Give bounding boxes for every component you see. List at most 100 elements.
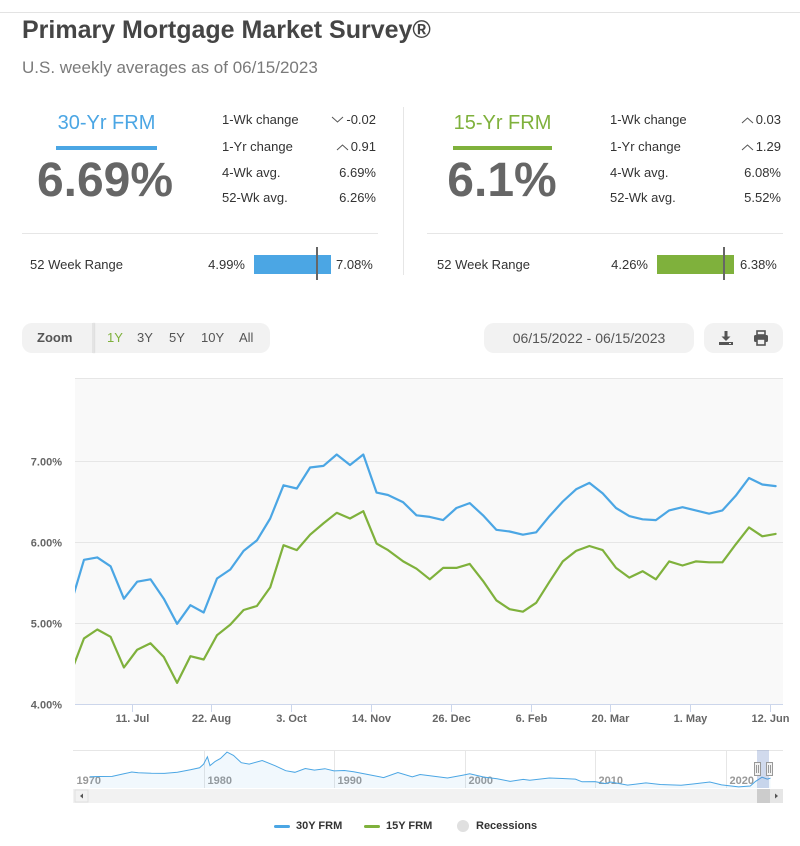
stat-label: 52-Wk avg.: [222, 190, 288, 205]
x-axis-label: 22. Aug: [192, 713, 231, 725]
series-layer: [71, 453, 777, 685]
x-axis-label: 3. Oct: [276, 713, 307, 725]
export-group: [704, 323, 783, 353]
rate-name: 15-Yr FRM: [453, 112, 552, 134]
print-button[interactable]: [750, 327, 772, 349]
stat-label: 4-Wk avg.: [610, 165, 669, 180]
stat-value: 0.03: [701, 112, 781, 128]
stat-label: 1-Wk change: [222, 112, 299, 127]
navigator-year-label: 1990: [338, 775, 362, 787]
legend-line-icon: [364, 824, 380, 828]
zoom-5y-button[interactable]: 5Y: [169, 330, 185, 345]
navigator-background: [73, 750, 783, 788]
chevron-up-icon: [336, 144, 349, 151]
range-label: 52 Week Range: [437, 257, 530, 272]
stat-label: 1-Yr change: [222, 139, 293, 154]
panel-divider: [403, 107, 404, 275]
x-axis-label: 12. Jun: [752, 713, 790, 725]
stat-label: 1-Wk change: [610, 112, 687, 127]
y-axis-label: 5.00%: [31, 619, 62, 631]
navigator-year-label: 2010: [599, 775, 623, 787]
chevron-up-icon: [741, 144, 754, 151]
stat-label: 4-Wk avg.: [222, 165, 281, 180]
scrollbar-thumb[interactable]: [757, 789, 770, 803]
navigator-selection[interactable]: [757, 750, 769, 788]
scrollbar-track[interactable]: [73, 789, 783, 803]
range-high: 7.08%: [336, 257, 373, 272]
stat-value: 6.26%: [339, 190, 376, 205]
mortgage-rate-chart[interactable]: 4.00% 5.00% 6.00% 7.00% 11. Jul 22. Aug 3. Oc…: [0, 370, 800, 815]
current-rate: 6.1%: [447, 154, 557, 207]
zoom-label: Zoom: [37, 330, 73, 345]
stat-value: 5.52%: [744, 190, 781, 205]
zoom-separator: [92, 323, 94, 353]
legend-label: 30Y FRM: [296, 820, 343, 832]
x-axis-label: 11. Jul: [116, 713, 150, 725]
navigator-handle-left[interactable]: [754, 762, 761, 776]
chevron-up-icon: [741, 117, 754, 124]
zoom-10y-button[interactable]: 10Y: [201, 330, 225, 345]
grid-layer: 4.00% 5.00% 6.00% 7.00%: [31, 457, 783, 712]
navigator-year-label: 1970: [77, 775, 101, 787]
legend-item-15y[interactable]: 15Y FRM: [364, 819, 432, 833]
zoom-1y-button[interactable]: 1Y: [107, 330, 123, 345]
divider: [22, 233, 378, 234]
zoom-group: Zoom 1Y 3Y 5Y 10Y All: [22, 323, 270, 353]
scrollbar[interactable]: [73, 789, 783, 803]
stat-label: 1-Yr change: [610, 139, 681, 154]
current-rate-marker: [722, 247, 725, 280]
top-divider: [0, 12, 800, 13]
y-axis-label: 4.00%: [31, 700, 62, 712]
download-icon: [719, 331, 733, 345]
range-label: 52 Week Range: [30, 257, 123, 272]
divider: [427, 233, 783, 234]
rate-name: 30-Yr FRM: [57, 112, 156, 134]
navigator-line: [89, 751, 771, 788]
range-bar: [657, 247, 734, 280]
legend-line-icon: [274, 824, 290, 828]
rate-color-bar: [56, 146, 157, 150]
navigator[interactable]: 1970 1980 1990 2000 2010 2020: [73, 750, 783, 788]
stat-value: 6.08%: [744, 165, 781, 180]
current-rate: 6.69%: [36, 154, 174, 207]
date-range-text: 06/15/2022 - 06/15/2023: [512, 330, 666, 346]
zoom-all-button[interactable]: All: [239, 330, 254, 345]
navigator-handle-right[interactable]: [766, 762, 773, 776]
series-line-15y-frm[interactable]: [71, 510, 777, 685]
print-icon: [754, 330, 768, 346]
x-axis-label: 6. Feb: [516, 713, 548, 725]
legend-item-30y[interactable]: 30Y FRM: [274, 819, 342, 833]
stat-value: -0.02: [296, 112, 376, 128]
download-button[interactable]: [715, 327, 737, 349]
x-axis: 11. Jul 22. Aug 3. Oct 14. Nov 26. Dec 6. Feb…: [75, 704, 790, 725]
range-low: 4.26%: [611, 257, 648, 272]
date-range-picker[interactable]: 06/15/2022 - 06/15/2023: [484, 323, 694, 353]
page-title: Primary Mortgage Market Survey®: [22, 16, 431, 44]
stat-label: 52-Wk avg.: [610, 190, 676, 205]
x-axis-label: 20. Mar: [592, 713, 631, 725]
zoom-3y-button[interactable]: 3Y: [137, 330, 153, 345]
scroll-left-button[interactable]: [74, 789, 89, 803]
series-line-30y-frm[interactable]: [71, 453, 777, 625]
rate-color-bar: [453, 146, 552, 150]
legend-dot-icon: [457, 820, 469, 832]
legend-label: Recessions: [476, 820, 538, 832]
navigator-year-label: 1980: [208, 775, 232, 787]
chevron-down-icon: [332, 116, 344, 123]
page-subtitle: U.S. weekly averages as of 06/15/2023: [22, 58, 318, 77]
arrow-left-icon: [80, 793, 83, 799]
navigator-series: [89, 751, 771, 788]
current-rate-marker: [315, 247, 318, 280]
stat-value: 6.69%: [339, 165, 376, 180]
y-axis-label: 6.00%: [31, 538, 62, 550]
scroll-right-button[interactable]: [770, 789, 783, 803]
x-axis-label: 1. May: [674, 713, 709, 725]
navigator-year-label: 2020: [730, 775, 754, 787]
stat-value: 0.91: [296, 139, 376, 155]
x-axis-label: 26. Dec: [432, 713, 471, 725]
range-bar: [254, 247, 331, 280]
legend-item-recessions[interactable]: Recessions: [457, 819, 537, 833]
range-high: 6.38%: [740, 257, 777, 272]
y-axis-label: 7.00%: [31, 457, 62, 469]
navigator-grid: 1970 1980 1990 2000 2010 2020: [77, 750, 754, 788]
